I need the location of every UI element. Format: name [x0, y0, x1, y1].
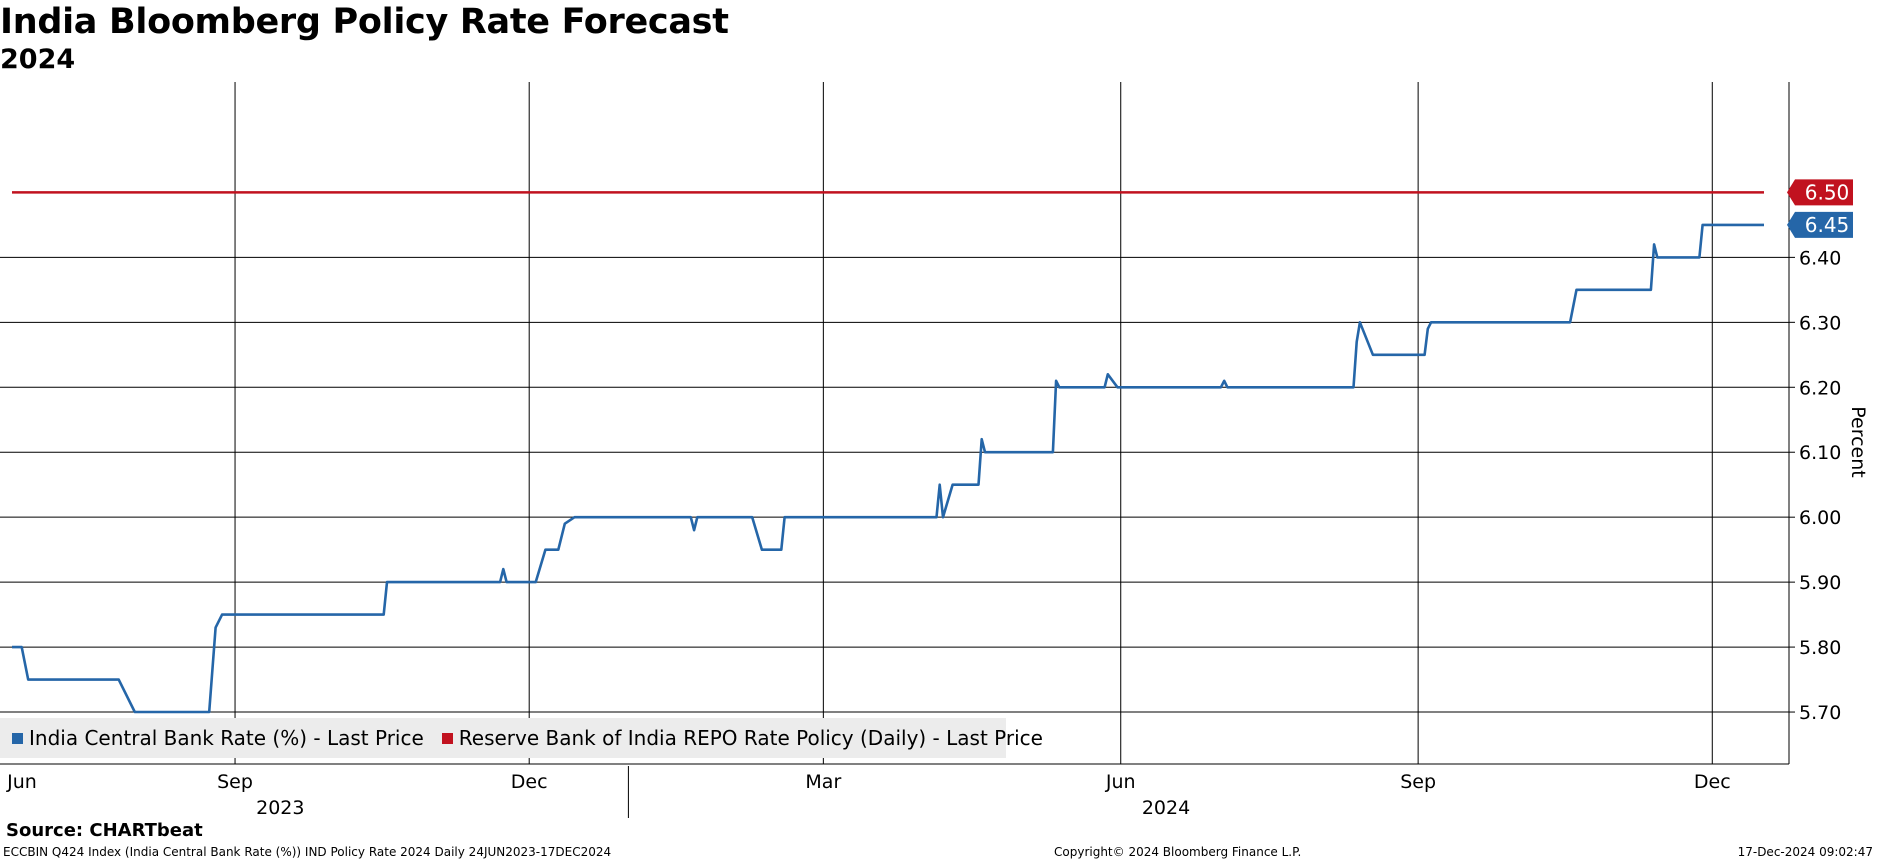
x-tick-label: Jun: [6, 771, 37, 793]
series-line-central-bank-rate: [12, 223, 1764, 714]
chart-legend: India Central Bank Rate (%) - Last Price…: [0, 718, 1043, 758]
y-tick-label: 6.10: [1799, 442, 1841, 464]
x-tick-label: Dec: [1694, 771, 1731, 793]
axis-layer: 5.70 5.80 5.90 6.00 6.10 6.20 6.30 6.40 Jun Sep De…: [0, 82, 1869, 819]
y-tick-label: 5.80: [1799, 637, 1841, 659]
y-tick-label: 6.20: [1799, 377, 1841, 399]
grid-layer: [0, 82, 1789, 764]
y-tick-label: 5.90: [1799, 572, 1841, 594]
legend-swatch-blue: [12, 732, 23, 744]
x-year-label: 2023: [256, 797, 304, 819]
legend-item-repo-rate[interactable]: Reserve Bank of India REPO Rate Policy (…: [441, 726, 1043, 750]
tag-layer: 6.45 6.50: [1787, 179, 1853, 238]
legend-swatch-red: [441, 732, 453, 744]
x-tick-label: Sep: [1400, 771, 1436, 793]
last-value-label: 6.50: [1805, 180, 1850, 204]
legend-label: Reserve Bank of India REPO Rate Policy (…: [458, 726, 1043, 750]
source-note: Source: CHARTbeat: [6, 820, 203, 841]
y-tick-label: 6.00: [1799, 507, 1841, 529]
x-tick-label: Sep: [217, 771, 253, 793]
series-layer: [12, 191, 1764, 714]
x-tick-label: Dec: [511, 771, 548, 793]
y-axis-title: Percent: [1847, 406, 1869, 478]
footer-ticker-info: ECCBIN Q424 Index (India Central Bank Ra…: [3, 845, 612, 859]
y-tick-label: 6.40: [1799, 247, 1841, 269]
y-tick-label: 6.30: [1799, 312, 1841, 334]
y-tick-label: 5.70: [1799, 702, 1841, 724]
last-value-tag: [1787, 179, 1853, 206]
chart-subtitle: 2024: [0, 44, 76, 75]
x-tick-label: Jun: [1105, 771, 1136, 793]
footer-timestamp: 17-Dec-2024 09:02:47: [1737, 845, 1873, 859]
last-value-label: 6.45: [1805, 213, 1850, 237]
legend-label: India Central Bank Rate (%) - Last Price: [29, 726, 424, 750]
footer-copyright: Copyright© 2024 Bloomberg Finance L.P.: [1054, 845, 1302, 859]
chart-title: India Bloomberg Policy Rate Forecast: [0, 2, 729, 42]
legend-item-central-bank-rate[interactable]: India Central Bank Rate (%) - Last Price: [12, 726, 424, 750]
x-year-label: 2024: [1142, 797, 1190, 819]
x-tick-label: Mar: [805, 771, 841, 793]
last-value-tag: [1787, 211, 1853, 238]
